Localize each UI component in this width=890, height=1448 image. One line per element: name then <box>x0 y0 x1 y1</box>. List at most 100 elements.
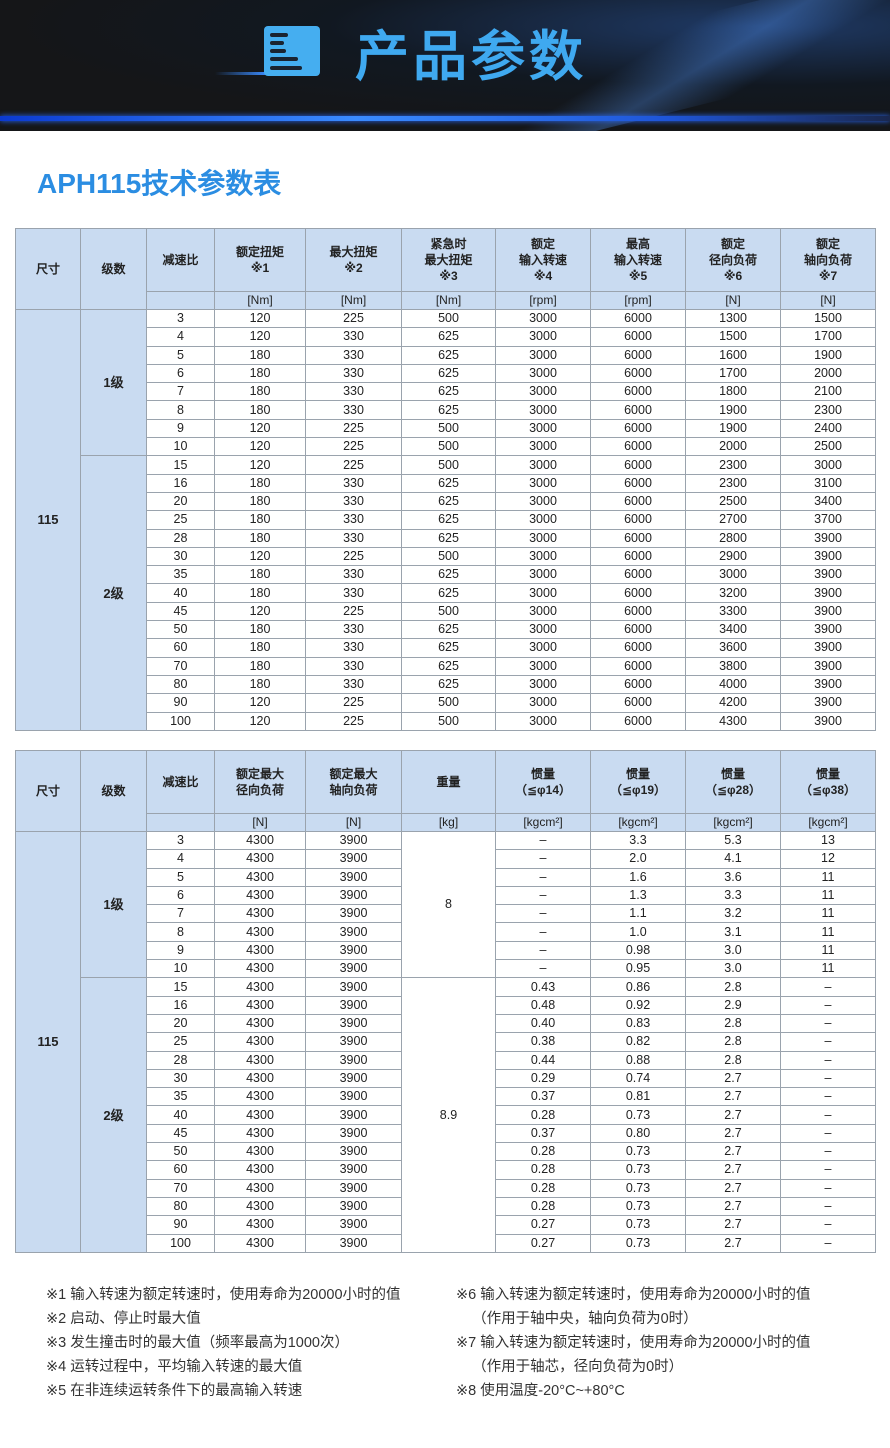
value-cell: 6000 <box>590 473 686 493</box>
value-cell: 6000 <box>590 656 686 676</box>
ratio-cell: 35 <box>146 1087 215 1107</box>
value-cell: 2.7 <box>685 1233 781 1253</box>
value-cell: 5.3 <box>685 830 781 851</box>
value-cell: – <box>780 1233 876 1253</box>
ratio-cell: 40 <box>146 583 215 603</box>
ratio-cell: 9 <box>146 418 215 439</box>
units-cell-empty <box>146 291 215 310</box>
value-cell: 625 <box>401 565 496 585</box>
value-cell: 0.92 <box>590 995 686 1015</box>
ratio-cell: 10 <box>146 959 215 979</box>
value-cell: 330 <box>305 363 402 384</box>
value-cell: 4300 <box>214 1160 306 1180</box>
table-row: 100 120 225 500 3000 6000 4300 3900 <box>16 711 876 731</box>
value-cell: 6000 <box>590 711 686 731</box>
value-cell: 4300 <box>214 959 306 979</box>
value-cell: 180 <box>214 473 306 493</box>
value-cell: 3100 <box>780 473 876 493</box>
ratio-cell: 9 <box>146 940 215 961</box>
unit-label: [N] <box>685 291 781 310</box>
column-header: 惯量 （≦φ14） <box>495 750 591 814</box>
ratio-cell: 8 <box>146 400 215 420</box>
value-cell: 2.7 <box>685 1142 781 1162</box>
stage-cell: 2级 <box>80 455 147 731</box>
value-cell: 625 <box>401 638 496 658</box>
ratio-cell: 60 <box>146 1160 215 1180</box>
unit-label: [N] <box>305 813 402 832</box>
value-cell: 3000 <box>495 674 591 695</box>
table-row: 9 120 225 500 3000 6000 1900 2400 <box>16 418 876 439</box>
document-list-icon <box>264 26 320 76</box>
value-cell: 2300 <box>685 473 781 493</box>
value-cell: 330 <box>305 565 402 585</box>
value-cell: 3700 <box>780 510 876 530</box>
value-cell: 500 <box>401 308 496 329</box>
value-cell: 625 <box>401 620 496 640</box>
value-cell: 0.73 <box>590 1160 686 1180</box>
value-cell: 625 <box>401 327 496 347</box>
value-cell: 3000 <box>495 455 591 475</box>
value-cell: 6000 <box>590 455 686 475</box>
ratio-cell: 6 <box>146 885 215 906</box>
value-cell: 3900 <box>305 959 402 979</box>
value-cell: 3400 <box>780 491 876 512</box>
value-cell: 2800 <box>685 528 781 548</box>
value-cell: 330 <box>305 382 402 402</box>
value-cell: 3900 <box>305 1142 402 1162</box>
value-cell: 4300 <box>214 830 306 851</box>
value-cell: – <box>495 867 591 887</box>
units-row: [N] [N] [kg] [kgcm²] [kgcm²] [kgcm²] [kgcm²] <box>16 813 876 832</box>
ratio-cell: 7 <box>146 382 215 402</box>
column-header: 紧急时 最大扭矩 ※3 <box>401 228 496 292</box>
footnote: ※7 输入转速为额定转速时，使用寿命为20000小时的值 <box>456 1335 811 1351</box>
value-cell: – <box>495 922 591 942</box>
value-cell: 3000 <box>685 565 781 585</box>
stage-cell: 1级 <box>80 308 147 457</box>
value-cell: 4300 <box>214 1215 306 1235</box>
header-banner: 产品参数 <box>0 0 890 131</box>
table-row: 70 180 330 625 3000 6000 3800 3900 <box>16 656 876 676</box>
value-cell: 3000 <box>495 583 591 603</box>
value-cell: – <box>780 1196 876 1217</box>
value-cell: – <box>495 940 591 961</box>
value-cell: 11 <box>780 885 876 906</box>
header-row: 尺寸 级数 减速比 额定扭矩 ※1 最大扭矩 ※2 紧急时 最大扭矩 ※3 额定 输入转速 … <box>15 228 876 310</box>
table-row: 16 180 330 625 3000 6000 2300 3100 <box>16 473 876 493</box>
ratio-cell: 16 <box>146 473 215 493</box>
value-cell: 500 <box>401 693 496 713</box>
value-cell: 330 <box>305 583 402 603</box>
value-cell: 180 <box>214 400 306 420</box>
value-cell: 1900 <box>685 418 781 439</box>
ratio-cell: 100 <box>146 711 215 731</box>
column-header: 最高 输入转速 ※5 <box>590 228 686 292</box>
page-title: APH115技术参数表 <box>37 168 282 199</box>
ratio-cell: 25 <box>146 1032 215 1052</box>
value-cell: 2.7 <box>685 1105 781 1125</box>
value-cell: 0.28 <box>495 1196 591 1217</box>
table-row: 35 4300 3900 0.37 0.81 2.7– <box>16 1087 876 1107</box>
value-cell: – <box>780 1050 876 1070</box>
ratio-cell: 7 <box>146 904 215 924</box>
column-header: 重量 <box>401 750 496 814</box>
value-cell: 4300 <box>214 1178 306 1198</box>
value-cell: 180 <box>214 565 306 585</box>
value-cell: 2.8 <box>685 977 781 997</box>
table-row: 30 4300 3900 0.29 0.74 2.7– <box>16 1068 876 1089</box>
value-cell: 3900 <box>305 1050 402 1070</box>
column-header: 额定最大 轴向负荷 <box>305 750 402 814</box>
table-row: 30 120 225 500 3000 6000 2900 3900 <box>16 546 876 567</box>
value-cell: 3900 <box>305 1196 402 1217</box>
value-cell: – <box>495 849 591 869</box>
value-cell: 4300 <box>214 867 306 887</box>
column-header: 尺寸 <box>15 750 81 832</box>
ratio-cell: 4 <box>146 327 215 347</box>
value-cell: 1700 <box>780 327 876 347</box>
unit-label: [Nm] <box>214 291 306 310</box>
value-cell: 2400 <box>780 418 876 439</box>
value-cell: 225 <box>305 308 402 329</box>
value-cell: 3900 <box>305 1087 402 1107</box>
value-cell: 225 <box>305 693 402 713</box>
ratio-cell: 30 <box>146 1068 215 1089</box>
value-cell: 1800 <box>685 382 781 402</box>
value-cell: 11 <box>780 922 876 942</box>
